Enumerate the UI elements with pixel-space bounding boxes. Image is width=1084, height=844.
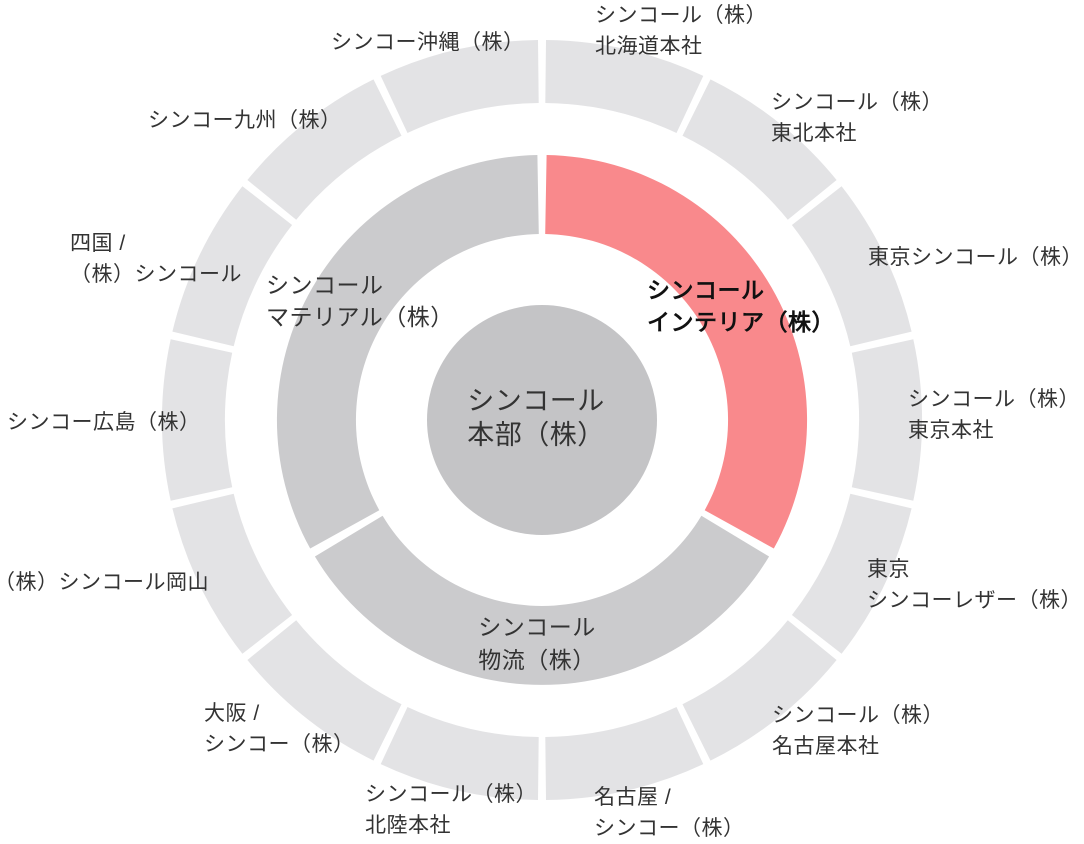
segment-tokyo-leather[interactable] xyxy=(791,493,912,654)
segment-osaka[interactable] xyxy=(247,620,402,761)
segment-tohoku[interactable] xyxy=(682,79,837,220)
segment-okinawa[interactable] xyxy=(380,40,539,133)
segment-hokkaido[interactable] xyxy=(545,40,704,133)
segment-okayama[interactable] xyxy=(172,493,293,654)
segment-nagoya-honsha[interactable] xyxy=(682,620,837,761)
segment-butsuryu[interactable] xyxy=(314,515,770,685)
segment-tokyo-shincol[interactable] xyxy=(791,186,912,347)
segment-hiroshima[interactable] xyxy=(162,339,233,501)
segment-hokuriku[interactable] xyxy=(380,707,539,800)
segment-material[interactable] xyxy=(276,155,539,549)
segment-shikoku[interactable] xyxy=(172,186,293,347)
segment-interior[interactable] xyxy=(545,155,808,549)
segment-honbu[interactable] xyxy=(427,305,657,535)
segment-kyushu[interactable] xyxy=(247,79,402,220)
segment-nagoya-shinko[interactable] xyxy=(545,707,704,800)
segment-tokyo-honsha[interactable] xyxy=(851,339,922,501)
